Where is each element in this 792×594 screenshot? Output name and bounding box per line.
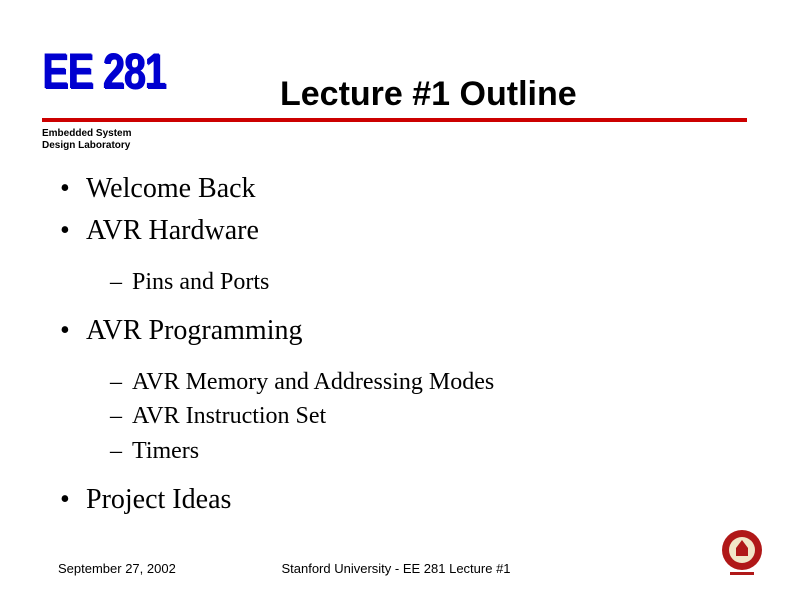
outline-subitem: AVR Instruction Set [60,400,720,432]
slide-title: Lecture #1 Outline [280,75,577,114]
footer-center: Stanford University - EE 281 Lecture #1 [0,561,792,576]
outline-content: Welcome Back AVR Hardware Pins and Ports… [60,170,720,523]
outline-subitem: AVR Memory and Addressing Modes [60,366,720,398]
outline-item: Welcome Back [60,170,720,208]
lab-name-line1: Embedded System [42,128,131,140]
header-divider [42,118,747,122]
outline-item: Project Ideas [60,481,720,519]
lab-name: Embedded System Design Laboratory [42,128,131,152]
stanford-seal-icon [720,528,764,580]
lab-name-line2: Design Laboratory [42,140,131,152]
outline-item: AVR Hardware [60,212,720,250]
outline-subitem: Pins and Ports [60,266,720,298]
outline-item: AVR Programming [60,312,720,350]
outline-subitem: Timers [60,435,720,467]
slide-header: EE 281 Lecture #1 Outline Embedded Syste… [0,0,792,130]
course-logo: EE 281 [42,42,165,101]
